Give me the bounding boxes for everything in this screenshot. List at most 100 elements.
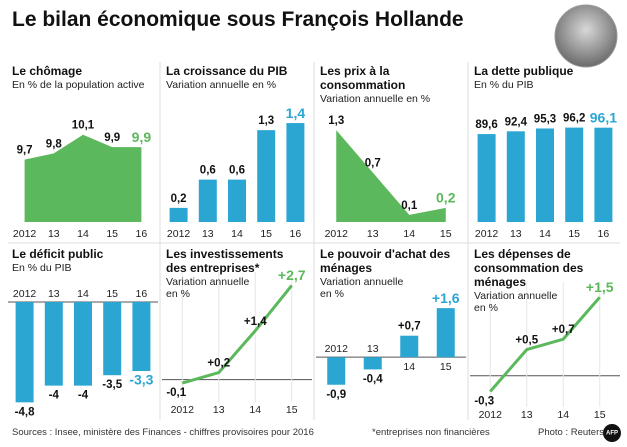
bar xyxy=(44,302,63,386)
bar xyxy=(257,130,276,222)
panel-title: Les dépenses de consommation des ménages xyxy=(474,247,584,289)
panel-subtitle: Variation annuelle en % xyxy=(474,290,558,314)
value-label: 0,6 xyxy=(229,165,245,177)
value-label: +0,5 xyxy=(515,335,538,347)
bar xyxy=(169,207,188,222)
x-tick-label: 16 xyxy=(136,228,148,240)
value-label: -4,8 xyxy=(15,406,35,418)
value-label: 9,9 xyxy=(104,132,120,144)
value-label: +1,6 xyxy=(432,290,460,306)
bar xyxy=(103,302,122,376)
panel-title: La croissance du PIB xyxy=(166,64,288,78)
x-tick-label: 13 xyxy=(213,404,225,416)
x-tick-label: 13 xyxy=(367,343,379,355)
x-tick-label: 2012 xyxy=(13,288,37,300)
value-label: -0,1 xyxy=(166,387,186,399)
bar xyxy=(228,179,246,222)
x-tick-label: 14 xyxy=(403,228,415,240)
x-tick-label: 15 xyxy=(260,228,272,240)
line xyxy=(489,296,601,393)
x-tick-label: 13 xyxy=(48,288,60,300)
x-tick-label: 2012 xyxy=(13,228,37,240)
panel: -4,8 -4 -4 -3,5 -3,3 2012 13 14 15 16 xyxy=(8,288,158,418)
portrait-photo xyxy=(554,4,618,68)
bar xyxy=(15,302,34,403)
area xyxy=(24,134,142,222)
x-tick-label: 16 xyxy=(290,228,302,240)
value-label: 96,1 xyxy=(590,109,617,125)
x-tick-label: 14 xyxy=(249,404,261,416)
x-tick-label: 14 xyxy=(539,228,551,240)
x-tick-label: 2012 xyxy=(479,409,503,421)
value-label: 0,1 xyxy=(401,200,418,212)
bar xyxy=(363,357,382,370)
bar xyxy=(436,308,455,358)
bar xyxy=(506,131,525,222)
value-label: -0,4 xyxy=(363,373,383,385)
bar xyxy=(74,302,92,386)
value-label: 95,3 xyxy=(534,113,556,125)
value-label: 9,9 xyxy=(132,129,152,145)
x-tick-label: 15 xyxy=(594,409,606,421)
x-tick-label: 2012 xyxy=(167,228,191,240)
panel-subtitle: Variation annuelle en % xyxy=(166,276,250,300)
value-label: +1,4 xyxy=(244,316,267,328)
value-label: 10,1 xyxy=(72,120,95,132)
line xyxy=(181,284,293,385)
panel: 1,3 0,7 0,1 0,2 2012 13 14 15 xyxy=(325,115,456,240)
panel: -0,3 +0,5 +0,7 +1,5 2012 13 14 15 xyxy=(470,279,620,421)
x-tick-label: 13 xyxy=(48,228,60,240)
bar xyxy=(565,127,584,222)
value-label: +0,7 xyxy=(398,321,421,333)
value-label: +2,7 xyxy=(278,267,306,283)
value-label: 92,4 xyxy=(505,116,528,128)
bar xyxy=(400,335,419,358)
x-tick-label: 13 xyxy=(367,228,379,240)
panel-title: Le chômage xyxy=(12,64,83,78)
logo xyxy=(603,424,621,442)
x-tick-label: 2012 xyxy=(475,228,499,240)
x-tick-label: 15 xyxy=(440,361,452,373)
x-tick-label: 2012 xyxy=(171,404,195,416)
x-tick-label: 14 xyxy=(231,228,243,240)
x-tick-label: 15 xyxy=(568,228,580,240)
x-tick-label: 14 xyxy=(77,288,89,300)
x-tick-label: 14 xyxy=(557,409,569,421)
x-tick-label: 2012 xyxy=(325,228,349,240)
page-title: Le bilan économique sous François Hollan… xyxy=(12,8,464,31)
value-label: +0,7 xyxy=(552,324,575,336)
panel-title: Les investissements des entreprises* xyxy=(166,247,284,275)
value-label: -4 xyxy=(78,390,89,402)
value-label: 0,7 xyxy=(365,158,381,170)
value-label: -0,3 xyxy=(474,396,494,408)
panel-subtitle: Variation annuelle en % xyxy=(166,79,277,91)
value-label: 0,2 xyxy=(436,190,456,206)
value-label: -4 xyxy=(49,390,60,402)
bar xyxy=(477,134,496,222)
x-tick-label: 2012 xyxy=(325,343,349,355)
value-label: -3,3 xyxy=(129,372,153,388)
photo-credit: Photo : Reuters xyxy=(538,427,605,438)
bar xyxy=(286,123,305,222)
x-tick-label: 15 xyxy=(286,404,298,416)
value-label: 0,2 xyxy=(171,193,187,205)
x-tick-label: 13 xyxy=(510,228,522,240)
panel-subtitle: En % de la population active xyxy=(12,79,145,91)
bar xyxy=(132,302,151,371)
value-label: 9,7 xyxy=(17,145,33,157)
panel-title: Le déficit public xyxy=(12,247,104,261)
x-tick-label: 15 xyxy=(106,288,118,300)
value-label: 1,4 xyxy=(286,105,306,121)
x-tick-label: 16 xyxy=(598,228,610,240)
bar xyxy=(594,127,613,222)
panel: -0,9 -0,4 +0,7 +1,6 2012 13 14 15 xyxy=(316,290,466,401)
value-label: +0,2 xyxy=(207,358,230,370)
area xyxy=(336,130,446,222)
x-tick-label: 16 xyxy=(136,288,148,300)
x-tick-label: 13 xyxy=(521,409,533,421)
footnote: *entreprises non financières xyxy=(372,427,490,438)
sources: Sources : Insee, ministère des Finances … xyxy=(12,427,314,438)
panel-subtitle: Variation annuelle en % xyxy=(320,276,404,300)
